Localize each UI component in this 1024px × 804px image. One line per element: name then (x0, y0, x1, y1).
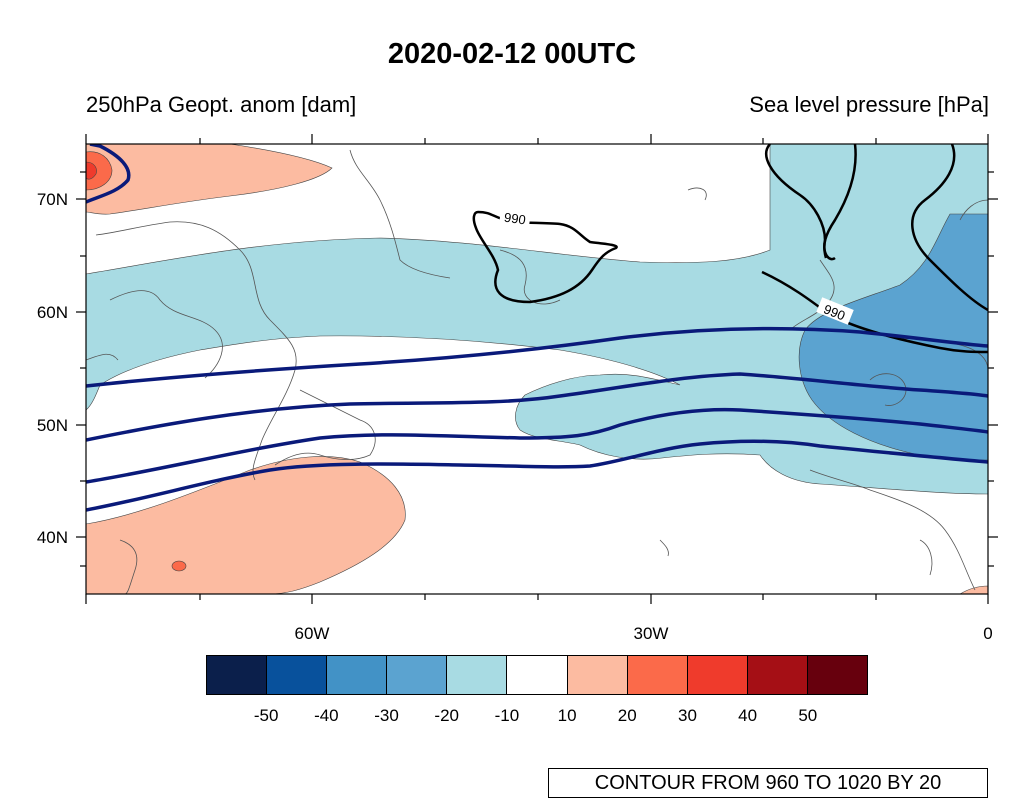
lat-label-40n: 40N (37, 528, 68, 547)
colorbar-swatch (747, 656, 808, 694)
shading-variable-label: 250hPa Geopt. anom [dam] (86, 92, 357, 117)
map-title: 2020-02-12 00UTC (387, 38, 637, 70)
colorbar-label: 30 (677, 706, 697, 725)
colorbar-swatch (327, 656, 388, 694)
colorbar-label: -40 (314, 706, 339, 725)
lon-label-0: 0 (983, 624, 992, 643)
plot-frame (85, 143, 989, 595)
negative-anomaly-band (86, 144, 988, 495)
contour-info-box: CONTOUR FROM 960 TO 1020 BY 20 (548, 768, 988, 798)
colorbar-label: 20 (617, 706, 637, 725)
contour-variable-label: Sea level pressure [hPa] (749, 92, 989, 117)
lat-label-60n: 60N (37, 303, 68, 322)
lon-label-30w: 30W (634, 624, 669, 643)
colorbar-label: -50 (253, 706, 279, 725)
colorbar-swatch (267, 656, 328, 694)
colorbar-swatch (807, 656, 868, 694)
geopotential-contours (86, 144, 988, 512)
colorbar-label: -30 (374, 706, 399, 725)
colorbar-label: -10 (494, 706, 520, 725)
positive-anomaly-north (86, 144, 333, 215)
axis-ticks (76, 134, 998, 604)
colorbar-label: 10 (557, 706, 577, 725)
colorbar-swatch (567, 656, 628, 694)
colorbar-swatch (387, 656, 448, 694)
contour-label-north: 990 (503, 210, 527, 228)
colorbar-label: 40 (738, 706, 758, 725)
lat-label-70n: 70N (37, 190, 68, 209)
colorbar-swatch (207, 656, 268, 694)
colorbar-swatch (447, 656, 508, 694)
positive-anomaly-core (86, 151, 113, 191)
positive-anomaly-south (86, 456, 406, 594)
colorbar-swatch (627, 656, 688, 694)
lat-label-50n: 50N (37, 416, 68, 435)
lon-label-60w: 60W (295, 624, 330, 643)
colorbar-label: -20 (434, 706, 460, 725)
colorbar-label: 50 (798, 706, 818, 725)
colorbar-swatch (687, 656, 748, 694)
colorbar (206, 655, 868, 695)
coastlines (86, 149, 988, 594)
colorbar-swatch (507, 656, 568, 694)
